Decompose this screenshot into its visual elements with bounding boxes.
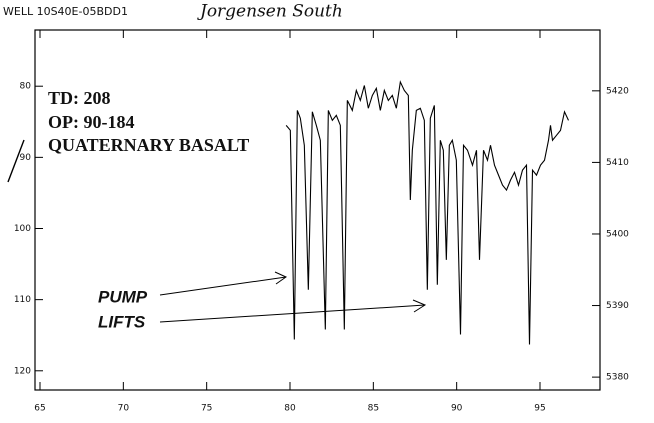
y2-tick-label: 5420 bbox=[606, 86, 629, 96]
y-tick-label: 100 bbox=[14, 224, 31, 234]
chart-subtitle: Jorgensen South bbox=[197, 2, 343, 22]
y2-tick-label: 5410 bbox=[606, 158, 629, 168]
y-tick-label: 120 bbox=[14, 366, 31, 376]
y2-tick-label: 5380 bbox=[606, 373, 629, 383]
chart-title: WELL 10S40E-05BDD1 bbox=[3, 5, 128, 18]
plot-frame bbox=[34, 29, 601, 391]
annotation: QUATERNARY BASALT bbox=[48, 135, 249, 155]
annotation: OP: 90-184 bbox=[48, 112, 134, 132]
annotation: TD: 208 bbox=[48, 88, 111, 108]
y-tick-label: 90 bbox=[20, 153, 32, 163]
x-tick-label: 85 bbox=[368, 404, 379, 414]
x-tick-label: 95 bbox=[534, 404, 545, 414]
y2-tick-label: 5400 bbox=[606, 229, 629, 239]
arrows bbox=[7, 139, 427, 323]
x-tick-label: 75 bbox=[201, 404, 212, 414]
data-line bbox=[285, 80, 569, 345]
annotation: LIFTS bbox=[98, 312, 146, 331]
y-tick-label: 110 bbox=[14, 295, 31, 305]
x-tick-label: 65 bbox=[34, 404, 45, 414]
y-tick-label: 80 bbox=[20, 82, 32, 92]
x-tick-label: 90 bbox=[451, 404, 463, 414]
annotation: PUMP bbox=[98, 287, 148, 306]
x-tick-label: 80 bbox=[284, 404, 296, 414]
y2-tick-label: 5390 bbox=[606, 301, 629, 311]
x-tick-label: 70 bbox=[118, 404, 130, 414]
